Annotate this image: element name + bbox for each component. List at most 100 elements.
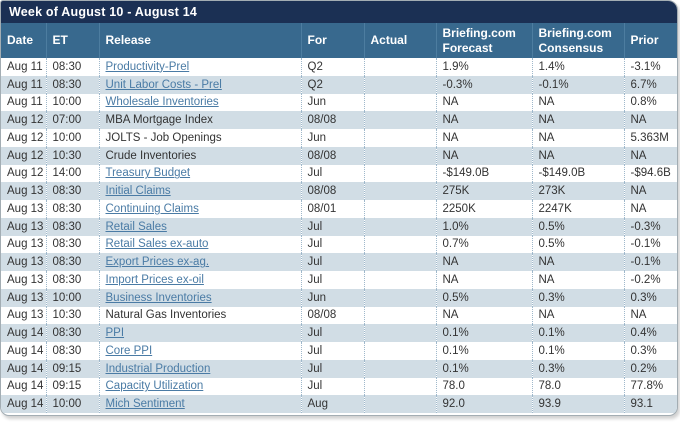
cell-release: Natural Gas Inventories bbox=[98, 306, 301, 325]
release-text: JOLTS - Job Openings bbox=[105, 131, 222, 144]
cell-consensus: NA bbox=[531, 129, 624, 147]
cell-forecast: 0.1% bbox=[435, 342, 532, 360]
release-link[interactable]: Productivity-Prel bbox=[105, 60, 190, 73]
cell-consensus: NA bbox=[531, 146, 624, 165]
release-text: Crude Inventories bbox=[105, 149, 197, 162]
cell-for: Jul bbox=[300, 253, 364, 271]
cell-consensus: 0.5% bbox=[531, 217, 624, 236]
column-header-release: Release bbox=[98, 23, 301, 58]
cell-date: Aug 11 bbox=[7, 78, 43, 91]
cell-for: Jun bbox=[300, 288, 364, 307]
cell-actual bbox=[363, 324, 436, 342]
release-link[interactable]: Industrial Production bbox=[105, 362, 211, 375]
cell-prior: -$94.6B bbox=[623, 164, 677, 183]
cell-actual bbox=[363, 146, 436, 165]
release-link[interactable]: Core PPI bbox=[105, 344, 153, 357]
cell-et: 08:30 bbox=[45, 271, 99, 289]
column-header-actual: Actual bbox=[363, 23, 436, 58]
cell-date: Aug 13 bbox=[7, 309, 44, 322]
cell-for: Jul bbox=[300, 359, 364, 378]
release-link[interactable]: Continuing Claims bbox=[105, 202, 199, 215]
cell-for: Jun bbox=[300, 93, 364, 112]
table-row: Aug 13 08:30 Initial Claims 08/08 275K 273K NA bbox=[1, 182, 677, 200]
cell-release: Industrial Production bbox=[98, 359, 301, 378]
cell-et: 08:30 bbox=[45, 217, 99, 236]
release-link[interactable]: Initial Claims bbox=[105, 185, 171, 198]
cell-forecast: NA bbox=[435, 111, 532, 129]
cell-prior: 6.7% bbox=[623, 75, 677, 94]
cell-forecast: 0.5% bbox=[435, 288, 532, 307]
cell-consensus: NA bbox=[531, 306, 624, 325]
cell-for: Aug bbox=[300, 395, 364, 413]
cell-consensus: NA bbox=[531, 111, 624, 129]
cell-consensus: 2247K bbox=[531, 200, 624, 218]
cell-release: JOLTS - Job Openings bbox=[98, 129, 301, 147]
release-link[interactable]: Capacity Utilization bbox=[105, 380, 204, 393]
cell-consensus: 0.5% bbox=[531, 235, 624, 254]
cell-forecast: NA bbox=[435, 271, 532, 289]
release-link[interactable]: Unit Labor Costs - Prel bbox=[105, 78, 222, 91]
release-link[interactable]: Mich Sentiment bbox=[105, 398, 185, 411]
release-link[interactable]: Import Prices ex-oil bbox=[105, 273, 204, 286]
table-row: Aug 13 10:30 Natural Gas Inventories 08/08 N… bbox=[1, 306, 677, 325]
cell-prior: NA bbox=[623, 146, 677, 165]
cell-release: Productivity-Prel bbox=[98, 58, 301, 76]
cell-consensus: 0.1% bbox=[531, 324, 624, 342]
cell-consensus: NA bbox=[531, 93, 624, 112]
cell-prior: -0.2% bbox=[623, 271, 677, 289]
release-link[interactable]: Retail Sales bbox=[105, 220, 167, 233]
cell-date: Aug 13 bbox=[7, 291, 44, 304]
cell-release: Continuing Claims bbox=[98, 200, 301, 218]
cell-et: 08:30 bbox=[45, 324, 99, 342]
column-header-prior: Prior bbox=[623, 23, 677, 58]
table-row: Aug 12 07:00 MBA Mortgage Index 08/08 NA NA NA bbox=[1, 111, 677, 129]
cell-date: Aug 14 bbox=[7, 327, 44, 340]
calendar-table-body: Aug 11 08:30 Productivity-Prel Q2 1.9% 1.4% -3… bbox=[1, 58, 677, 413]
cell-et: 10:00 bbox=[45, 288, 99, 307]
cell-consensus: NA bbox=[531, 253, 624, 271]
cell-prior: 0.4% bbox=[623, 324, 677, 342]
cell-et: 08:30 bbox=[45, 253, 99, 271]
cell-forecast: 78.0 bbox=[435, 377, 532, 396]
release-link[interactable]: Retail Sales ex-auto bbox=[105, 238, 209, 251]
cell-forecast: NA bbox=[435, 146, 532, 165]
cell-consensus: -$149.0B bbox=[531, 164, 624, 183]
cell-release: Wholesale Inventories bbox=[98, 93, 301, 112]
release-link[interactable]: Export Prices ex-ag. bbox=[105, 256, 210, 269]
cell-actual bbox=[363, 342, 436, 360]
cell-et: 09:15 bbox=[45, 377, 99, 396]
cell-actual bbox=[363, 93, 436, 112]
cell-for: Jul bbox=[300, 342, 364, 360]
release-link[interactable]: PPI bbox=[105, 327, 125, 340]
table-row: Aug 14 08:30 PPI Jul 0.1% 0.1% 0.4% bbox=[1, 324, 677, 342]
cell-date: Aug 13 bbox=[7, 238, 44, 251]
cell-et: 14:00 bbox=[45, 164, 99, 183]
cell-forecast: NA bbox=[435, 306, 532, 325]
column-header-date: Date bbox=[1, 23, 46, 58]
cell-date: Aug 13 bbox=[7, 202, 44, 215]
cell-for: 08/08 bbox=[300, 146, 364, 165]
release-text: MBA Mortgage Index bbox=[105, 114, 213, 127]
cell-consensus: -0.1% bbox=[531, 75, 624, 94]
cell-for: Jul bbox=[300, 377, 364, 396]
table-row: Aug 14 09:15 Capacity Utilization Jul 78.0 78… bbox=[1, 377, 677, 396]
cell-date: Aug 14 bbox=[7, 362, 44, 375]
cell-actual bbox=[363, 395, 436, 413]
cell-for: 08/08 bbox=[300, 306, 364, 325]
cell-date: Aug 14 bbox=[7, 344, 44, 357]
cell-release: PPI bbox=[98, 324, 301, 342]
cell-for: 08/01 bbox=[300, 200, 364, 218]
release-link[interactable]: Business Inventories bbox=[105, 291, 212, 304]
cell-et: 08:30 bbox=[45, 75, 99, 94]
release-link[interactable]: Wholesale Inventories bbox=[105, 96, 219, 109]
cell-date: Aug 12 bbox=[7, 167, 44, 180]
cell-forecast: 0.7% bbox=[435, 235, 532, 254]
table-row: Aug 11 08:30 Unit Labor Costs - Prel Q2 -0.3… bbox=[1, 75, 677, 94]
column-header-for: For bbox=[300, 23, 364, 58]
cell-actual bbox=[363, 359, 436, 378]
cell-prior: 5.363M bbox=[623, 129, 677, 147]
widget-bottom-padding bbox=[1, 413, 677, 415]
release-link[interactable]: Treasury Budget bbox=[105, 167, 191, 180]
